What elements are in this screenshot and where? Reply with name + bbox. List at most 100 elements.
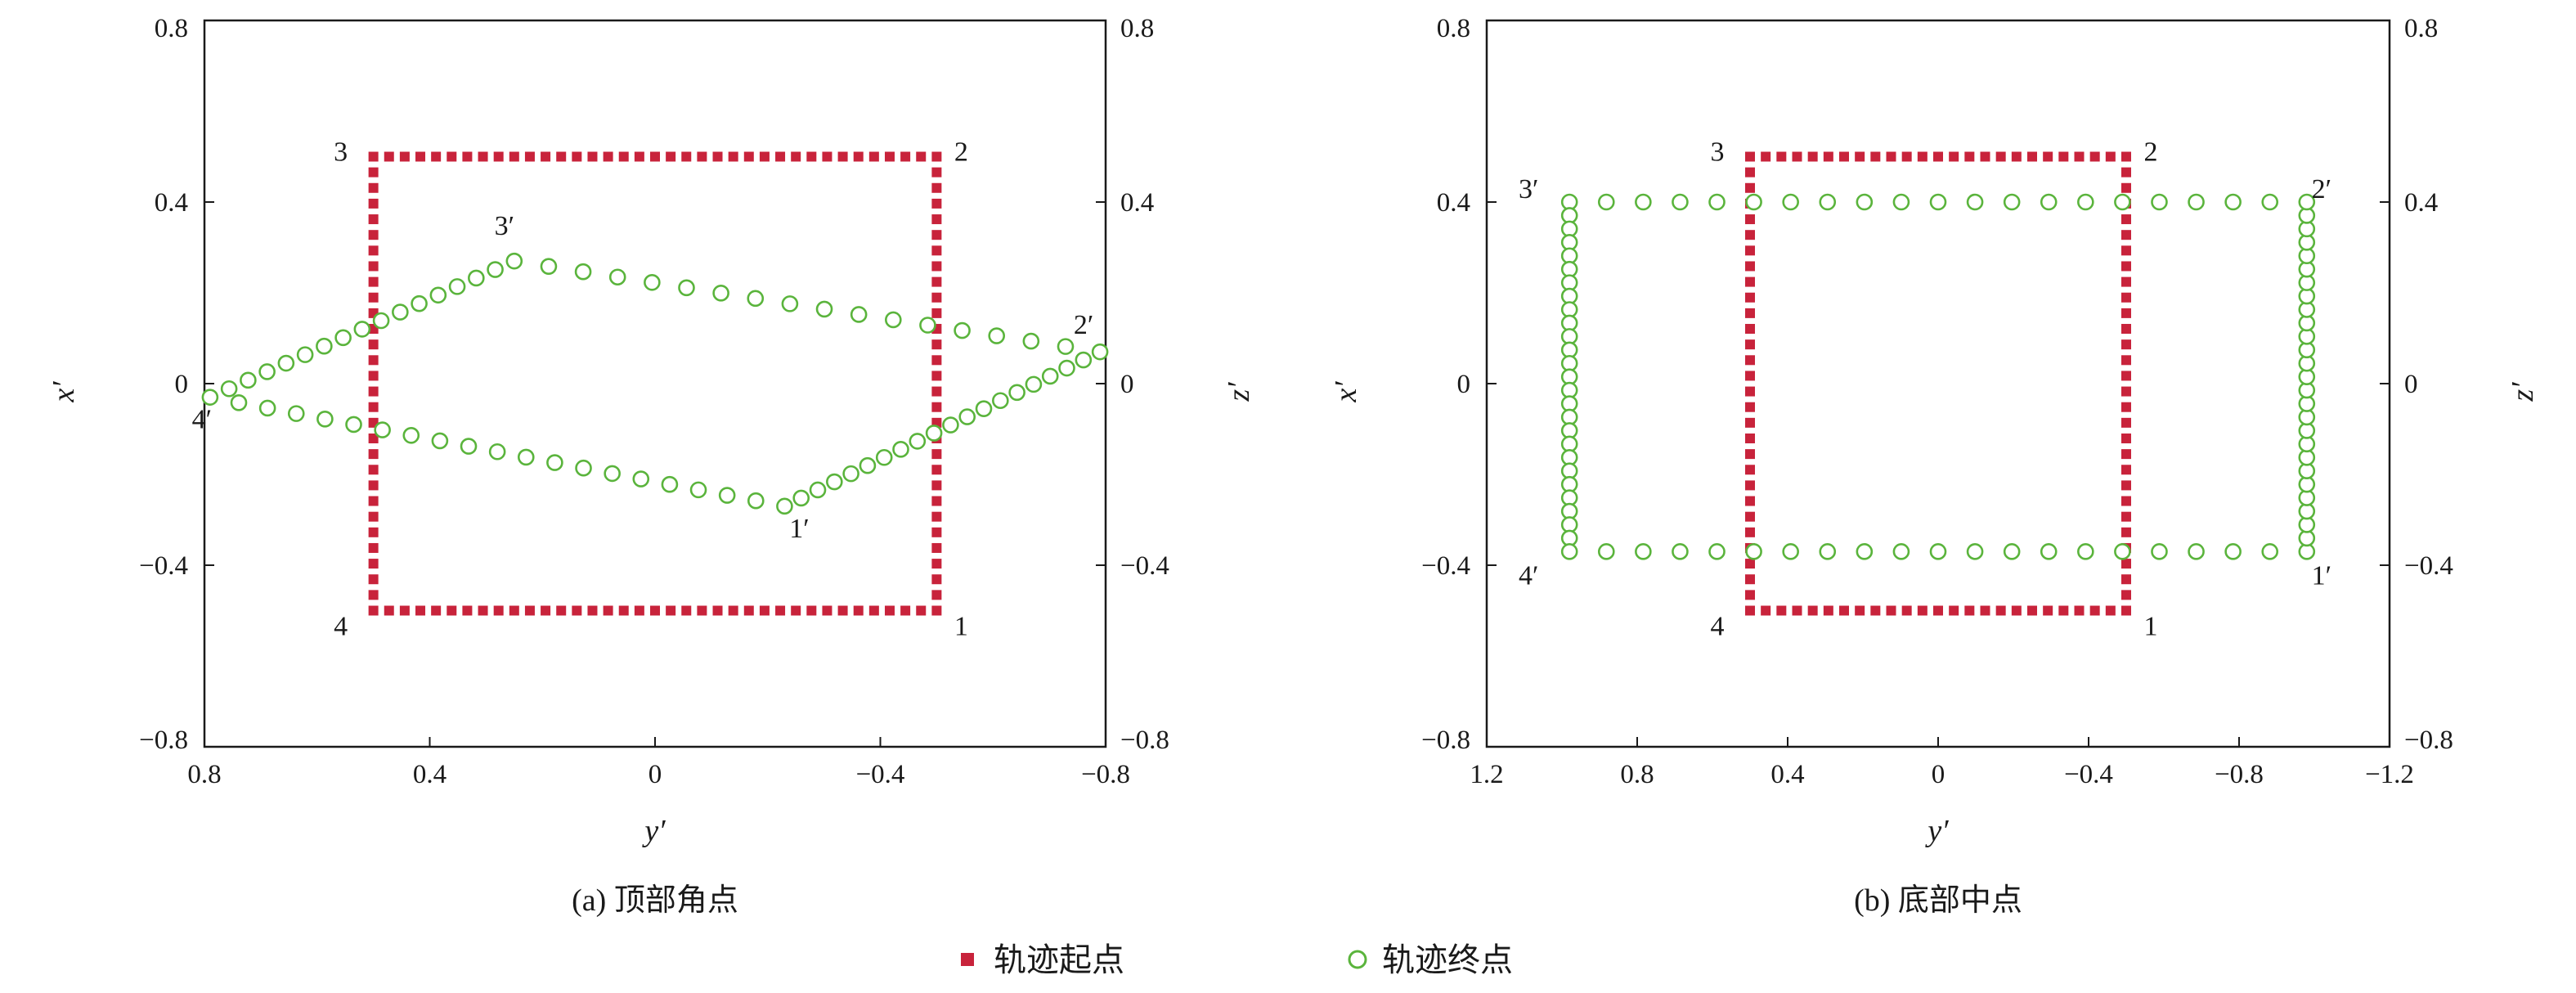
end-point-marker bbox=[909, 433, 927, 450]
start-point-marker bbox=[431, 605, 442, 616]
start-point-marker bbox=[931, 182, 942, 193]
start-point-marker bbox=[368, 433, 379, 443]
start-point-marker bbox=[2011, 605, 2022, 616]
end-point-marker bbox=[1929, 543, 1947, 560]
y-tick-label-left: 0.4 bbox=[1437, 188, 1470, 218]
start-point-marker bbox=[931, 465, 942, 475]
end-point-marker bbox=[2188, 543, 2205, 560]
start-point-marker bbox=[1776, 605, 1787, 616]
end-point-marker bbox=[258, 363, 276, 380]
start-point-marker bbox=[1933, 605, 1943, 616]
start-point-marker bbox=[931, 527, 942, 537]
start-point-marker bbox=[712, 605, 723, 616]
end-point-marker bbox=[431, 432, 449, 450]
start-point-marker bbox=[931, 386, 942, 397]
start-point-marker bbox=[1855, 151, 1865, 162]
start-point-marker bbox=[1745, 261, 1755, 272]
end-point-marker bbox=[1745, 193, 1762, 211]
end-point-marker bbox=[460, 438, 478, 455]
start-point-marker bbox=[2121, 386, 2131, 397]
end-point-marker bbox=[875, 448, 893, 466]
end-point-marker bbox=[448, 278, 466, 295]
start-point-marker bbox=[368, 198, 379, 209]
start-point-marker bbox=[1870, 151, 1881, 162]
start-point-marker bbox=[1745, 339, 1755, 350]
start-point-marker bbox=[368, 559, 379, 569]
end-point-marker bbox=[608, 268, 626, 286]
end-point-marker bbox=[644, 273, 661, 291]
start-point-marker bbox=[462, 151, 473, 162]
start-point-marker bbox=[368, 574, 379, 585]
start-point-marker bbox=[681, 605, 692, 616]
start-point-marker bbox=[791, 151, 801, 162]
y-axis-label-right: z′ bbox=[1222, 382, 1256, 402]
start-point-marker bbox=[1995, 151, 2006, 162]
start-point-marker bbox=[572, 151, 582, 162]
start-point-marker bbox=[368, 230, 379, 240]
end-point-marker bbox=[747, 492, 765, 510]
start-point-marker bbox=[2043, 605, 2053, 616]
axis-ticks: 1.2 0.8 0.4 0 −0.4 −0.8 −1.2 0.8 0.8 0.4 0.4 0 0 −0.4… bbox=[1421, 14, 2453, 789]
end-corner-label: 2′ bbox=[2312, 174, 2331, 204]
start-point-marker bbox=[1980, 151, 1990, 162]
start-point-marker bbox=[1917, 605, 1928, 616]
start-point-marker bbox=[822, 605, 832, 616]
start-corner-label: 4 bbox=[334, 612, 348, 642]
y-tick-label-left: 0 bbox=[175, 370, 189, 399]
start-point-marker bbox=[743, 605, 754, 616]
start-point-marker bbox=[2027, 605, 2037, 616]
start-point-marker bbox=[2121, 480, 2131, 491]
y-tick-label-right: 0.4 bbox=[2404, 188, 2438, 218]
axis-ticks: 0.8 0.4 0 −0.4 −0.8 0.8 0.8 0.4 0.4 0 0 −0.4 −0.4 −0.… bbox=[139, 14, 1169, 789]
end-points bbox=[1560, 193, 2316, 560]
end-point-marker bbox=[1966, 193, 1984, 211]
start-point-marker bbox=[368, 465, 379, 475]
end-point-marker bbox=[1708, 193, 1726, 211]
start-point-marker bbox=[666, 151, 676, 162]
x-axis-label: y′ bbox=[1924, 814, 1949, 848]
x-tick-label: 0.4 bbox=[1770, 760, 1804, 789]
start-point-marker bbox=[853, 151, 864, 162]
end-point-marker bbox=[2114, 543, 2131, 560]
end-point-marker bbox=[632, 470, 650, 488]
start-point-marker bbox=[2121, 496, 2131, 506]
start-point-marker bbox=[1886, 151, 1896, 162]
start-point-marker bbox=[916, 605, 927, 616]
start-point-marker bbox=[1901, 151, 1912, 162]
end-point-marker bbox=[842, 465, 859, 483]
start-point-marker bbox=[1745, 167, 1755, 177]
start-points bbox=[368, 151, 942, 616]
y-tick-label-left: −0.4 bbox=[139, 551, 188, 581]
start-point-marker bbox=[368, 511, 379, 522]
start-point-marker bbox=[2121, 605, 2131, 616]
y-tick-label-left: −0.4 bbox=[1421, 551, 1470, 581]
start-point-marker bbox=[368, 542, 379, 553]
y-tick-label-left: 0.4 bbox=[155, 188, 188, 218]
end-point-marker bbox=[689, 481, 707, 499]
start-point-marker bbox=[2089, 151, 2100, 162]
start-point-marker bbox=[603, 151, 613, 162]
end-point-marker bbox=[1819, 543, 1837, 560]
end-point-marker bbox=[781, 295, 799, 312]
y-tick-label-right: 0.8 bbox=[2404, 14, 2438, 43]
point-labels: 1 2 3 4 1′ 2′ 3′ 4′ bbox=[192, 137, 1094, 642]
start-point-marker bbox=[931, 605, 942, 616]
start-point-marker bbox=[2121, 230, 2131, 240]
end-point-marker bbox=[919, 317, 936, 334]
start-point-marker bbox=[634, 605, 644, 616]
start-point-marker bbox=[1870, 605, 1881, 616]
start-point-marker bbox=[415, 151, 426, 162]
legend-start-label: 轨迹起点 bbox=[994, 941, 1124, 978]
start-corner-label: 3 bbox=[334, 137, 348, 168]
start-point-marker bbox=[931, 308, 942, 318]
start-point-marker bbox=[634, 151, 644, 162]
x-tick-label: −0.8 bbox=[2215, 760, 2264, 789]
y-tick-label-left: 0.8 bbox=[1437, 14, 1470, 43]
start-point-marker bbox=[2089, 605, 2100, 616]
end-point-marker bbox=[954, 321, 971, 339]
start-point-marker bbox=[431, 151, 442, 162]
start-point-marker bbox=[1792, 151, 1802, 162]
start-point-marker bbox=[1886, 605, 1896, 616]
start-point-marker bbox=[2121, 339, 2131, 350]
end-point-marker bbox=[942, 416, 959, 434]
